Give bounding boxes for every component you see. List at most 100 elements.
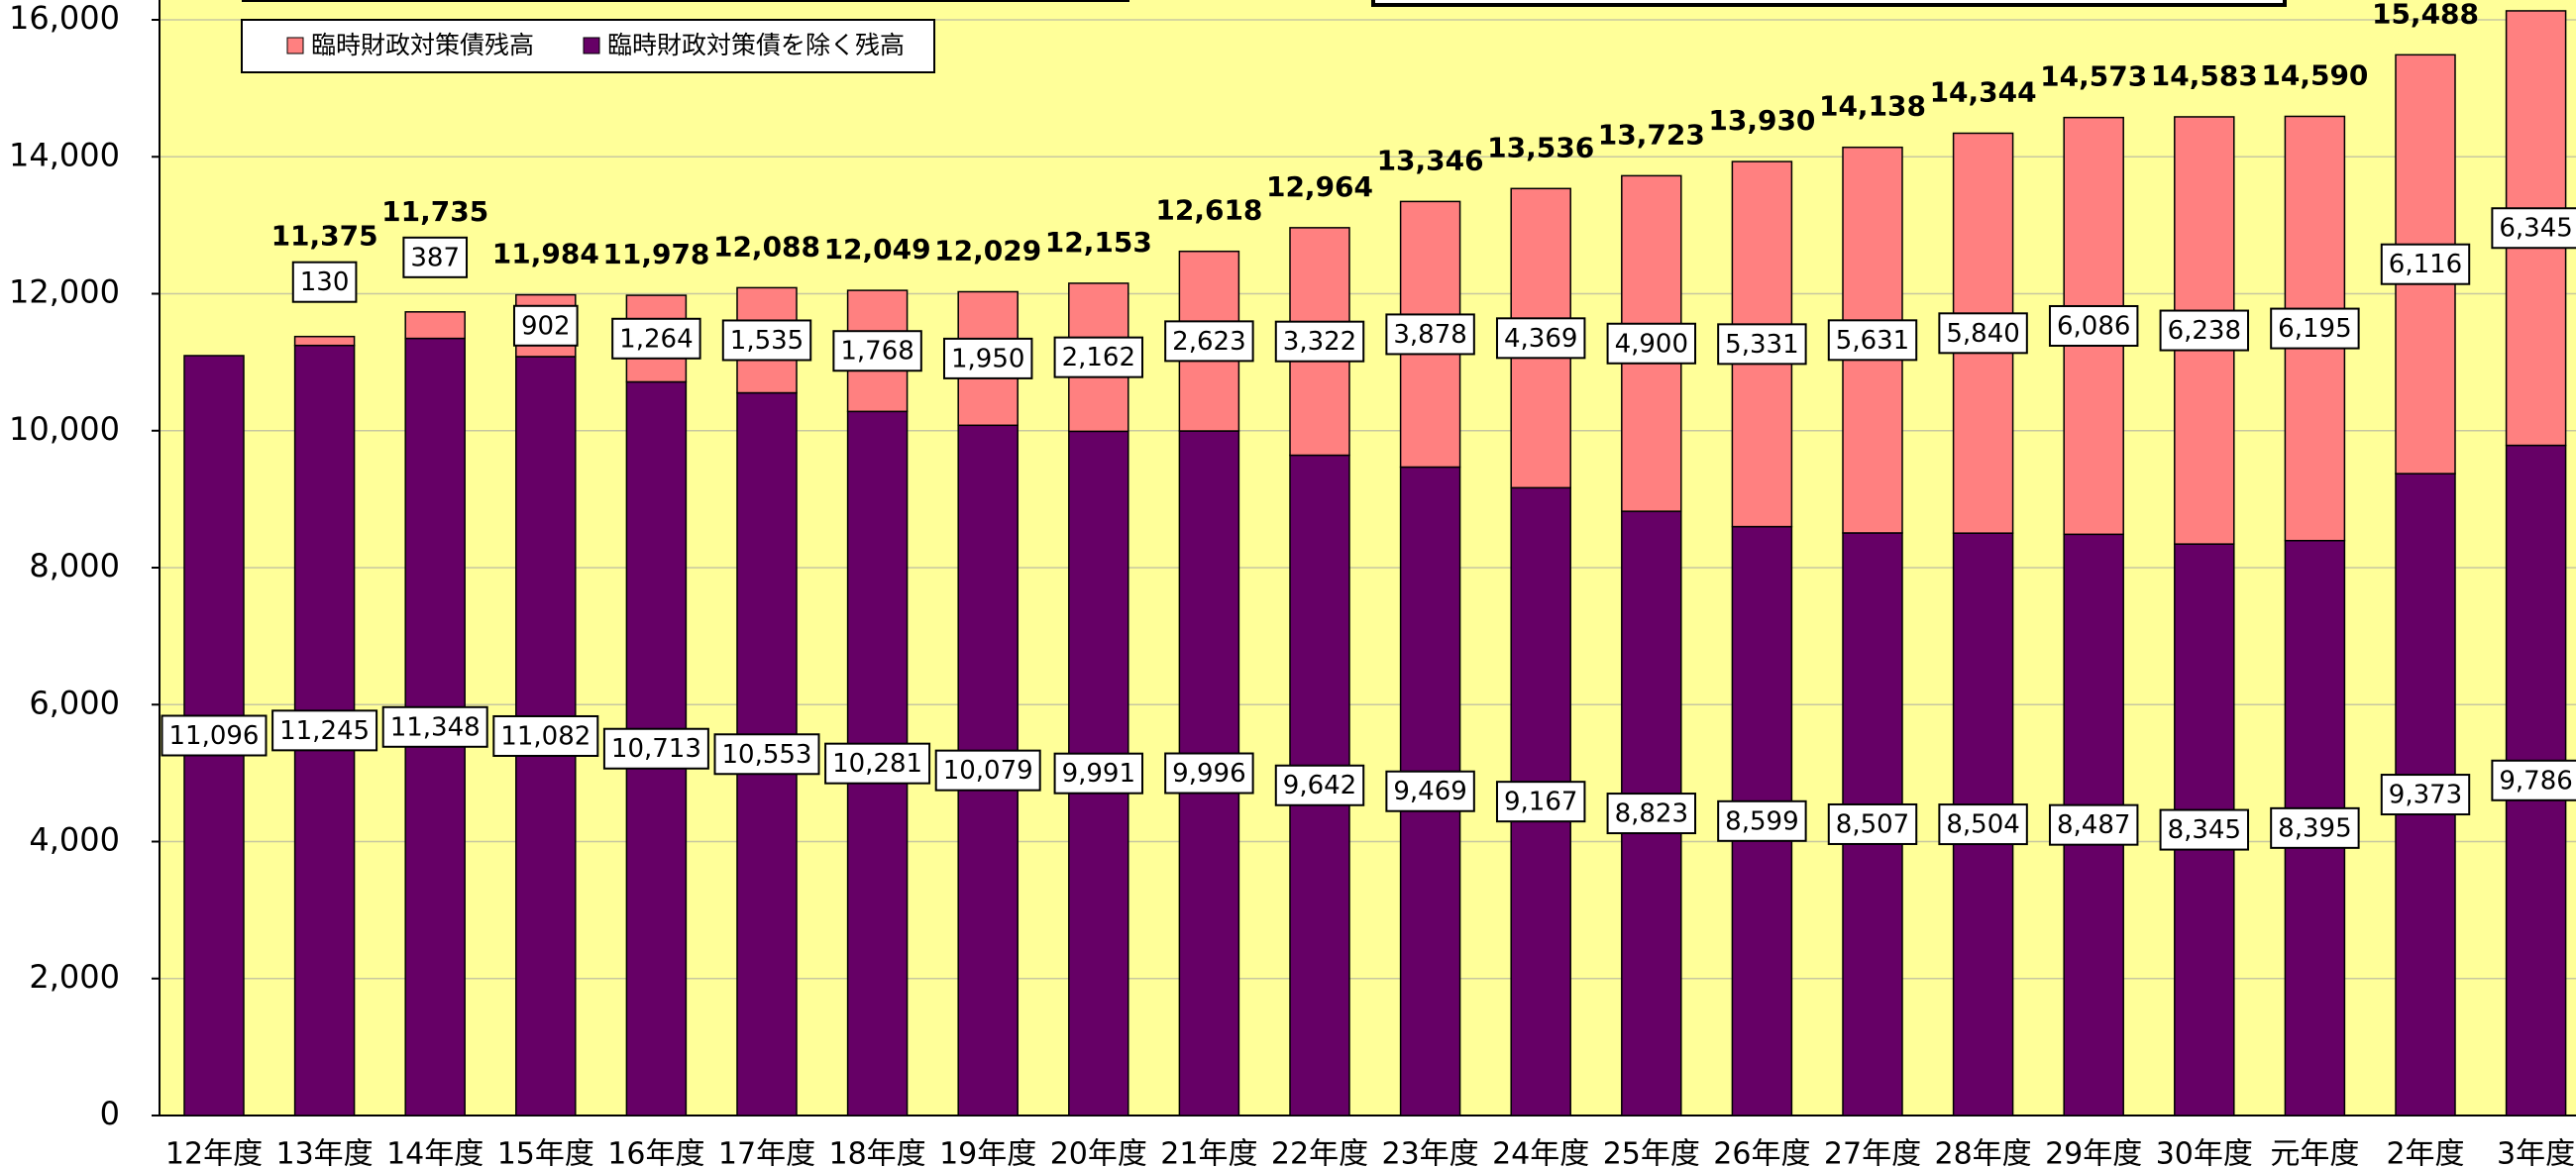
value-label: 1,264 <box>619 324 693 354</box>
x-tick-label: 2年度 <box>2386 1137 2464 1169</box>
value-label: 10,713 <box>611 734 701 764</box>
value-label-box <box>1827 802 1918 845</box>
value-label-box <box>1385 770 1475 812</box>
value-label: 9,167 <box>1504 788 1577 817</box>
total-label: 12,049 <box>824 233 931 266</box>
value-label-box <box>2380 243 2471 285</box>
value-label: 6,345 <box>2499 214 2572 244</box>
cut-box <box>1371 0 2287 7</box>
total-label: 12,088 <box>713 230 820 263</box>
value-label: 8,345 <box>2168 815 2241 845</box>
total-label: 14,573 <box>2040 60 2147 93</box>
value-label-box <box>2048 304 2139 347</box>
value-label-box <box>1274 764 1365 806</box>
value-label-box <box>2380 774 2471 816</box>
value-label-box <box>1164 752 1254 795</box>
x-tick-label: 16年度 <box>607 1137 704 1169</box>
value-label-box <box>832 330 922 372</box>
value-label: 8,504 <box>1946 810 2019 840</box>
value-label: 5,631 <box>1836 326 1909 356</box>
value-label: 8,507 <box>1836 809 1909 839</box>
value-label-box <box>611 317 701 360</box>
value-label-box <box>1938 312 2028 355</box>
value-label: 10,079 <box>943 756 1033 786</box>
x-tick-label: 22年度 <box>1271 1137 1368 1169</box>
value-label-box <box>1717 323 1807 366</box>
value-label: 8,395 <box>2278 813 2351 843</box>
total-label: 14,583 <box>2151 59 2258 92</box>
y-tick-label: 12,000 <box>9 273 120 311</box>
value-label-box <box>2491 207 2576 250</box>
value-label: 9,996 <box>1172 759 1245 789</box>
x-tick-label: 29年度 <box>2045 1137 2142 1169</box>
x-tick-label: 21年度 <box>1160 1137 1257 1169</box>
total-label: 13,346 <box>1377 144 1484 176</box>
value-label-box <box>291 261 358 303</box>
legend-label: 臨時財政対策債を除く残高 <box>607 31 905 59</box>
value-label: 902 <box>521 311 571 341</box>
value-label: 2,623 <box>1172 327 1245 357</box>
legend-swatch <box>286 37 304 54</box>
x-tick-label: 17年度 <box>718 1137 815 1169</box>
value-label-box <box>2270 307 2360 350</box>
x-tick-label: 12年度 <box>165 1137 263 1169</box>
total-label: 12,153 <box>1045 226 1152 259</box>
value-label: 10,553 <box>722 740 812 770</box>
value-label: 4,369 <box>1504 324 1577 354</box>
value-label: 11,082 <box>500 721 590 751</box>
value-label: 3,322 <box>1283 327 1356 357</box>
x-tick-label: 27年度 <box>1824 1137 1921 1169</box>
value-label-box <box>824 742 931 785</box>
value-label: 3,878 <box>1393 320 1466 350</box>
value-label-box <box>1164 320 1254 363</box>
x-tick-label: 15年度 <box>497 1137 594 1169</box>
value-label-box <box>934 749 1041 792</box>
total-label: 11,375 <box>271 220 378 253</box>
total-label: 12,029 <box>934 234 1041 266</box>
total-label: 11,978 <box>602 238 709 270</box>
total-label: 14,138 <box>1819 90 1926 123</box>
total-label: 15,488 <box>2372 0 2479 30</box>
y-tick-label: 16,000 <box>9 0 120 37</box>
value-label-box <box>1717 799 1807 842</box>
value-label: 1,768 <box>840 337 913 367</box>
value-label-box <box>402 236 469 278</box>
value-label: 10,281 <box>832 749 922 779</box>
value-label-box <box>1827 319 1918 362</box>
y-tick-label: 8,000 <box>29 547 120 584</box>
value-label: 8,599 <box>1725 806 1798 836</box>
value-label: 1,535 <box>730 326 804 356</box>
value-label-box <box>1385 313 1475 356</box>
value-label-box <box>512 304 579 347</box>
value-label-box <box>1053 752 1144 795</box>
value-label-box <box>1274 320 1365 363</box>
y-tick-label: 14,000 <box>9 136 120 173</box>
total-label: 14,590 <box>2261 58 2368 91</box>
value-label-box <box>1938 803 2028 846</box>
value-label: 5,331 <box>1725 330 1798 360</box>
value-label-box <box>721 319 812 362</box>
value-label: 387 <box>410 243 460 272</box>
value-label: 9,991 <box>1062 759 1135 789</box>
value-label: 4,900 <box>1615 329 1688 359</box>
value-label: 6,116 <box>2389 250 2462 279</box>
value-label: 11,096 <box>169 721 260 751</box>
total-label: 13,930 <box>1708 104 1815 137</box>
y-tick-label: 4,000 <box>29 821 120 859</box>
value-label-box <box>942 337 1033 379</box>
x-tick-label: 30年度 <box>2156 1137 2253 1169</box>
x-tick-label: 14年度 <box>386 1137 483 1169</box>
value-label: 11,245 <box>279 716 370 746</box>
value-label-box <box>271 709 378 752</box>
x-tick-label: 28年度 <box>1935 1137 2032 1169</box>
total-label: 14,344 <box>1930 75 2037 108</box>
x-tick-label: 19年度 <box>939 1137 1036 1169</box>
y-tick-label: 10,000 <box>9 410 120 448</box>
value-label: 6,195 <box>2278 314 2351 344</box>
value-label: 8,823 <box>1615 799 1688 829</box>
bar-segment <box>404 311 466 340</box>
value-label: 9,469 <box>1393 777 1466 806</box>
value-label-box <box>1495 317 1586 360</box>
value-label-box <box>381 705 488 748</box>
value-label-box <box>2270 806 2360 849</box>
